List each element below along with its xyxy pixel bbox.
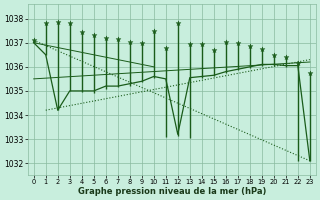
- Point: [307, 71, 312, 74]
- Point: [139, 41, 144, 44]
- Point: [199, 42, 204, 46]
- Point: [247, 45, 252, 48]
- X-axis label: Graphe pression niveau de la mer (hPa): Graphe pression niveau de la mer (hPa): [77, 187, 266, 196]
- Point: [91, 34, 96, 37]
- Point: [235, 41, 240, 44]
- Point: [295, 62, 300, 65]
- Point: [151, 29, 156, 32]
- Point: [55, 21, 60, 24]
- Point: [175, 22, 180, 25]
- Point: [103, 36, 108, 40]
- Point: [31, 39, 36, 42]
- Point: [67, 22, 72, 25]
- Point: [211, 48, 216, 52]
- Point: [43, 22, 48, 25]
- Point: [79, 30, 84, 33]
- Point: [187, 42, 192, 46]
- Point: [163, 46, 168, 49]
- Point: [115, 38, 120, 41]
- Point: [259, 47, 264, 50]
- Point: [283, 56, 288, 59]
- Point: [223, 40, 228, 43]
- Point: [271, 53, 276, 56]
- Point: [127, 40, 132, 43]
